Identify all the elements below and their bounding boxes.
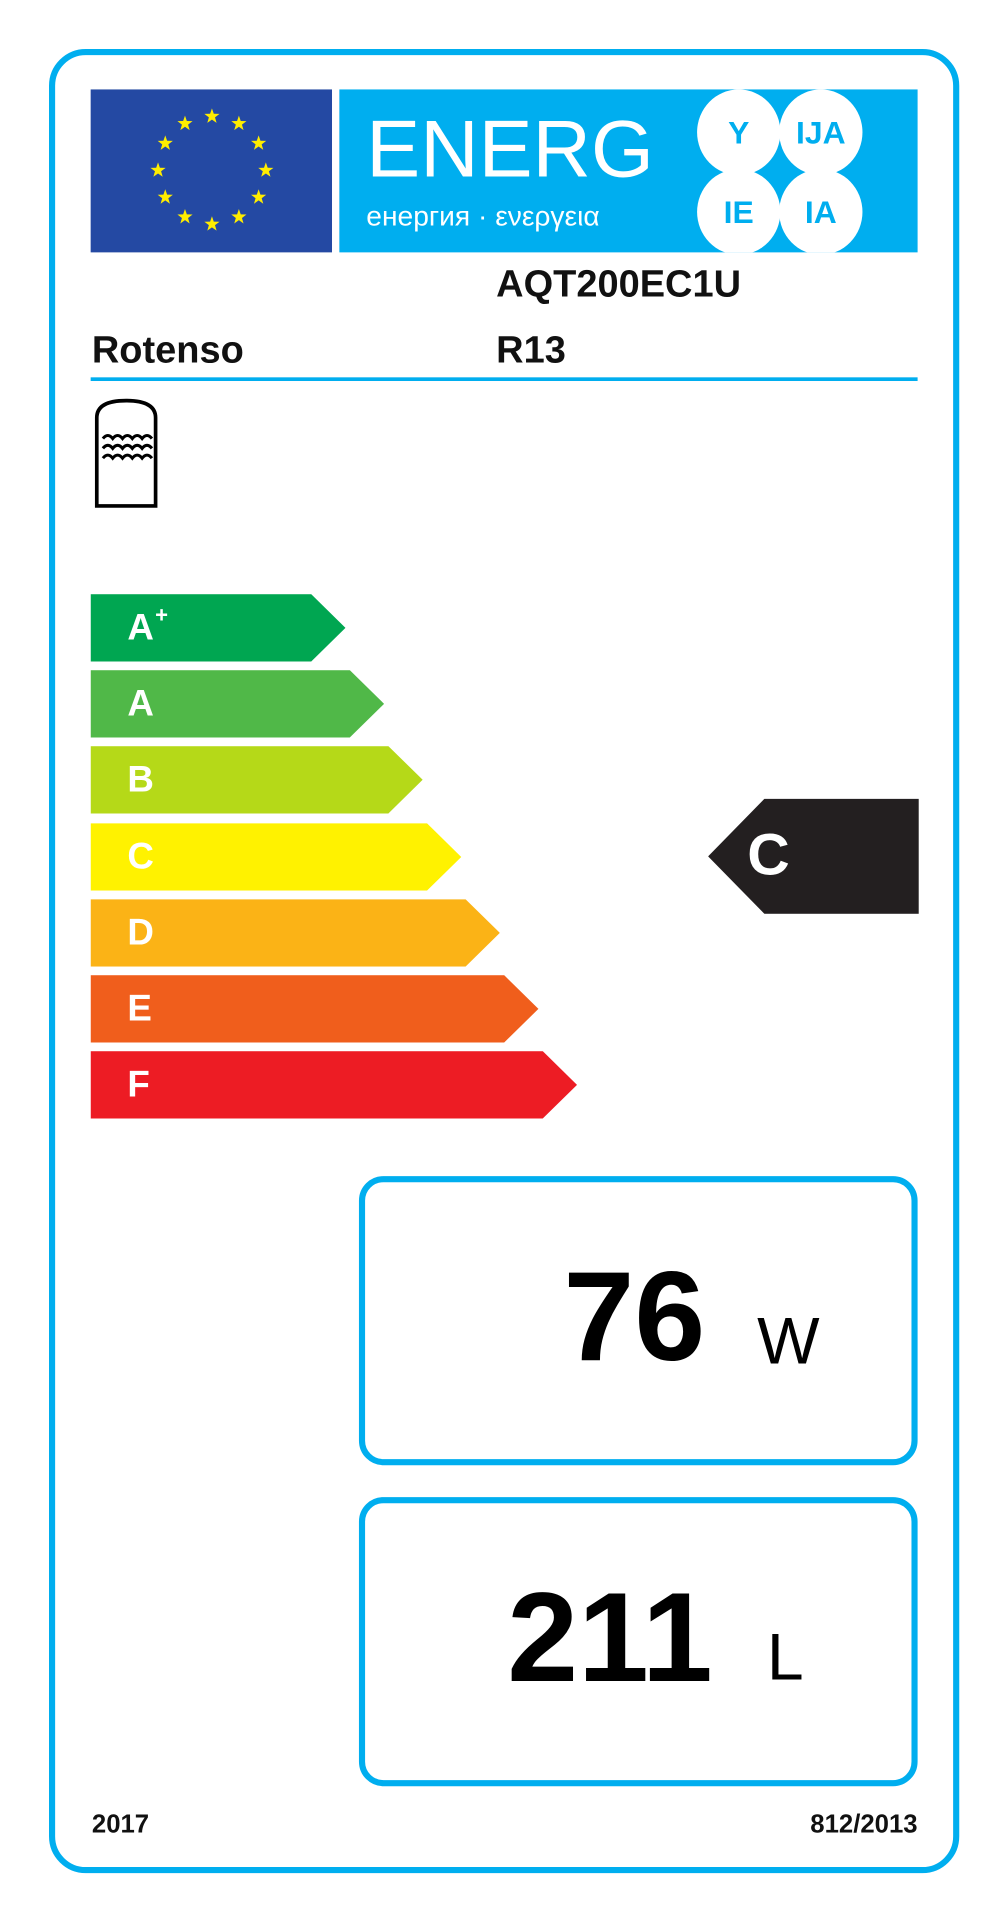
scale-bar-superscript: + [155,602,169,628]
label-frame [49,49,960,1874]
eu-star-icon [231,209,247,224]
scale-bar-letter: E [127,988,152,1030]
rating-indicator: C [708,798,919,914]
header-divider [90,377,918,382]
scale-bar-label: A+ [127,594,168,661]
eu-flag [90,89,333,253]
scale-bar-label: D [127,899,154,966]
volume-value: 211 [507,1566,713,1710]
scale-bar-letter: A [127,607,154,649]
eu-star-icon [204,108,220,123]
eu-star-icon [157,189,173,204]
scale-bar-label: A [127,670,154,737]
energy-subtitle: енергия · ενεργεια [366,199,600,232]
scale-bar-aplus: A+ [90,594,346,662]
suffix-ija: IJA [779,89,863,176]
supplier-name: Rotenso [91,328,244,372]
eu-stars-icon [150,108,274,231]
standing-loss-unit: W [757,1304,820,1379]
standing-loss-box: 76 W [358,1176,918,1466]
eu-star-icon [258,162,274,177]
eu-star-icon [231,115,247,131]
suffix-ia: IA [779,169,863,253]
suffix-y: Y [697,89,781,176]
energy-banner: ENERG енергия · ενεργεια Y IJA IE IA [339,89,918,253]
scale-bar-letter: A [127,683,154,725]
scale-bar-f: F [90,1051,578,1119]
volume-box: 211 L [358,1497,918,1787]
eu-star-icon [150,162,166,177]
footer-regulation: 812/2013 [810,1810,918,1839]
scale-bar-a: A [90,670,385,738]
scale-bar-letter: D [127,912,154,953]
scale-bar-letter: C [127,836,154,877]
scale-bar-e: E [90,975,539,1043]
scale-bar-label: F [127,1051,149,1118]
scale-bar-b: B [90,746,423,814]
eu-star-icon [157,135,173,150]
scale-bar-label: B [127,747,154,814]
eu-star-icon [204,216,220,231]
standing-loss-value: 76 [563,1245,706,1389]
scale-bar-label: E [127,975,152,1042]
suffix-ie: IE [697,169,781,253]
energy-word: ENERG [366,102,654,194]
scale-bar-letter: B [127,760,154,801]
footer-year: 2017 [91,1810,150,1839]
scale-bar-c: C [90,822,462,891]
rating-label: C [747,823,790,889]
eu-star-icon [251,189,267,204]
scale-bar-letter: F [127,1064,150,1106]
model-variant: R13 [496,328,566,372]
water-tank-icon [94,398,158,508]
eu-star-icon [177,115,193,131]
volume-unit: L [766,1620,804,1695]
scale-bar-label: C [127,823,154,890]
eu-star-icon [177,209,193,224]
eu-star-icon [251,135,267,150]
scale-bar-d: D [90,898,500,967]
model-identifier: AQT200EC1U [496,262,742,306]
